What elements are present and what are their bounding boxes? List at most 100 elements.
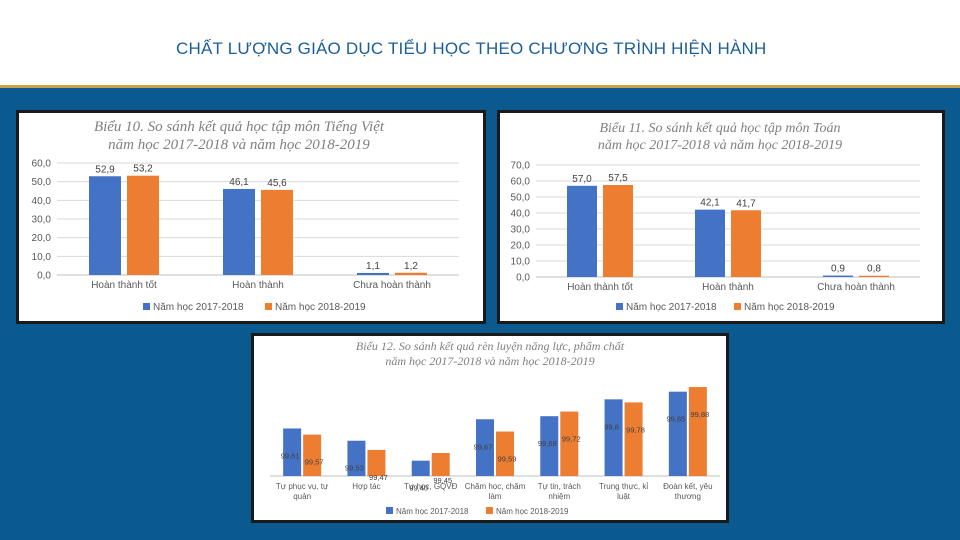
x-tick-label: Tự phục vụ, tự quản (276, 482, 329, 501)
bar (823, 275, 853, 277)
bar (688, 387, 707, 476)
chart-title: Biểu 10. So sánh kết quả học tập môn Tiế… (94, 119, 385, 135)
bar (223, 188, 255, 275)
slide-header: CHẤT LƯỢNG GIÁO DỤC TIỂU HỌC THEO CHƯƠNG… (0, 0, 960, 88)
legend-swatch (616, 303, 623, 310)
legend-swatch (265, 303, 272, 310)
x-tick-label: Tự học, GQVĐ (404, 482, 458, 491)
chart-competency: Biểu 12. So sánh kết quả rèn luyện năng … (270, 339, 720, 516)
x-tick-label: Trung thực, kỉ luật (599, 482, 648, 501)
data-label: 52,9 (95, 164, 115, 175)
legend-swatch (143, 303, 150, 310)
x-tick-label: Chưa hoàn thành (817, 282, 895, 293)
y-tick-label: 50,0 (32, 177, 52, 188)
y-tick-label: 40,0 (511, 209, 531, 220)
data-label: 99,88 (690, 410, 709, 419)
chart-panel-math: Biểu 11. So sánh kết quả học tập môn Toá… (497, 110, 945, 324)
y-tick-label: 30,0 (511, 225, 531, 236)
data-label: 99,72 (562, 435, 581, 444)
data-label: 99,45 (433, 476, 452, 485)
legend-label: Năm học 2017-2018 (153, 302, 244, 313)
chart-math: Biểu 11. So sánh kết quả học tập môn Toá… (511, 121, 920, 313)
y-tick-label: 10,0 (511, 257, 531, 268)
bar (560, 411, 579, 476)
y-tick-label: 30,0 (32, 215, 52, 226)
bar (604, 399, 623, 476)
data-label: 1,2 (404, 261, 418, 272)
x-tick-label: Tự tin, trách nhiệm (538, 482, 581, 501)
y-tick-label: 0,0 (37, 271, 51, 282)
data-label: 99,85 (666, 415, 685, 424)
bar (395, 272, 427, 275)
bar (668, 391, 687, 476)
data-label: 99,69 (538, 439, 557, 448)
y-tick-label: 60,0 (511, 177, 531, 188)
bar (603, 185, 633, 277)
y-tick-label: 0,0 (516, 273, 530, 284)
bar (303, 434, 322, 476)
data-label: 99,78 (626, 425, 645, 434)
chart-subtitle: năm học 2017-2018 và năm học 2018-2019 (598, 138, 842, 153)
data-label: 0,8 (867, 264, 881, 275)
y-tick-label: 20,0 (511, 241, 531, 252)
x-tick-label: Hoàn thành tốt (91, 279, 157, 291)
bar (496, 431, 514, 476)
data-label: 42,1 (700, 198, 720, 209)
data-label: 1,1 (366, 261, 380, 272)
bar (540, 416, 559, 476)
x-tick-label: Hoàn thành (702, 282, 754, 293)
legend-swatch (486, 507, 493, 514)
data-label: 99,40 (409, 484, 428, 493)
data-label: 99,61 (281, 451, 300, 460)
bar (476, 419, 494, 476)
y-tick-label: 10,0 (32, 252, 52, 263)
bar (431, 453, 450, 476)
data-label: 99,47 (369, 473, 388, 482)
bar (283, 428, 302, 476)
data-label: 99,57 (305, 458, 324, 467)
legend-label: Năm học 2017-2018 (626, 302, 717, 313)
chart-subtitle: năm học 2017-2018 và năm học 2018-2019 (108, 137, 370, 153)
data-label: 45,6 (267, 178, 287, 189)
legend-swatch (734, 303, 741, 310)
chart-title: Biểu 11. So sánh kết quả học tập môn Toá… (599, 121, 840, 136)
data-label: 53,2 (133, 164, 153, 175)
y-tick-label: 20,0 (32, 233, 52, 244)
data-label: 46,1 (229, 177, 249, 188)
x-tick-label: Đoàn kết, yêu thương (663, 482, 712, 501)
x-tick-label: Chăm học, chăm làm (465, 482, 526, 501)
y-tick-label: 70,0 (511, 161, 531, 172)
data-label: 99,8 (604, 422, 619, 431)
x-tick-label: Hợp tác (352, 482, 380, 491)
bar (695, 209, 725, 277)
chart-title: Biểu 12. So sánh kết quả rèn luyện năng … (356, 339, 625, 353)
bar (731, 210, 761, 277)
data-label: 57,0 (572, 174, 592, 185)
y-tick-label: 60,0 (32, 159, 52, 170)
bar (367, 449, 386, 476)
data-label: 57,5 (608, 173, 628, 184)
bar (624, 402, 643, 476)
chart-vietnamese: Biểu 10. So sánh kết quả học tập môn Tiế… (32, 119, 459, 313)
data-label: 99,59 (498, 455, 517, 464)
bar (411, 460, 430, 476)
y-tick-label: 50,0 (511, 193, 531, 204)
bar (859, 275, 889, 277)
bar (261, 189, 293, 275)
x-tick-label: Chưa hoàn thành (353, 280, 431, 291)
data-label: 99,67 (474, 442, 493, 451)
legend-label: Năm học 2018-2019 (744, 302, 835, 313)
legend-swatch (386, 507, 393, 514)
y-tick-label: 40,0 (32, 196, 52, 207)
chart-subtitle: năm học 2017-2018 và năm học 2018-2019 (385, 354, 594, 368)
bar (89, 176, 121, 275)
chart-panel-vietnamese: Biểu 10. So sánh kết quả học tập môn Tiế… (16, 110, 486, 324)
data-label: 99,53 (345, 464, 364, 473)
data-label: 0,9 (831, 264, 845, 275)
bar (347, 440, 366, 476)
x-tick-label: Hoàn thành (232, 280, 284, 291)
bar (357, 272, 389, 275)
legend-label: Năm học 2018-2019 (496, 507, 569, 516)
data-label: 41,7 (736, 198, 756, 209)
page-title: CHẤT LƯỢNG GIÁO DỤC TIỂU HỌC THEO CHƯƠNG… (176, 39, 767, 58)
